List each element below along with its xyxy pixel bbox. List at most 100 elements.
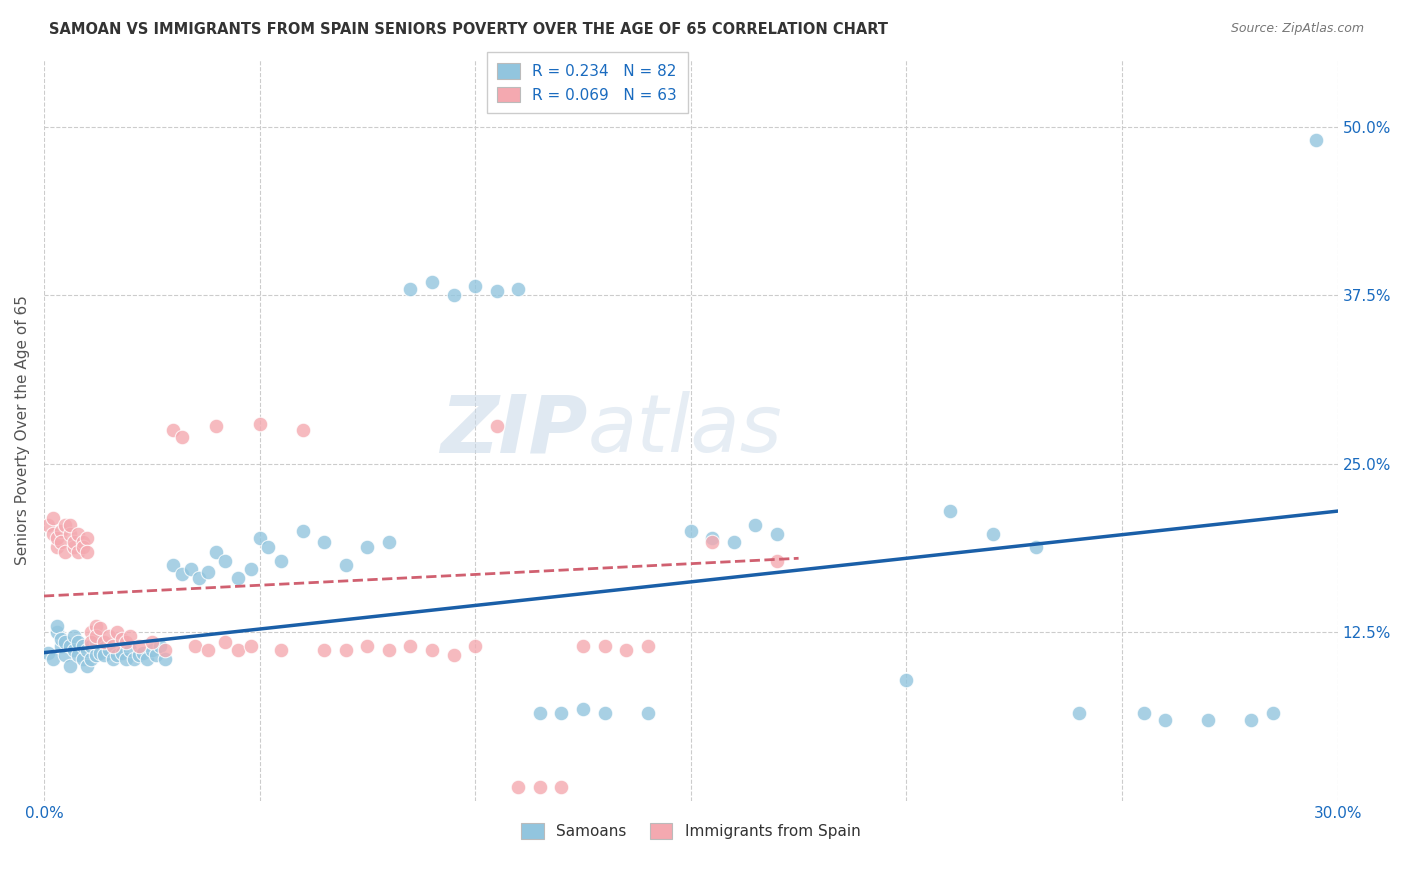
Point bbox=[1067, 706, 1090, 721]
Point bbox=[45, 625, 67, 640]
Point bbox=[63, 535, 86, 549]
Point bbox=[80, 625, 103, 640]
Point bbox=[55, 635, 77, 649]
Point bbox=[45, 541, 67, 555]
Point bbox=[59, 659, 82, 673]
Point bbox=[485, 419, 508, 434]
Point bbox=[128, 648, 150, 663]
Point bbox=[896, 673, 918, 687]
Point bbox=[356, 541, 378, 555]
Point bbox=[508, 780, 530, 795]
Point bbox=[37, 646, 59, 660]
Point bbox=[93, 635, 115, 649]
Point bbox=[89, 621, 111, 635]
Point bbox=[226, 643, 249, 657]
Point bbox=[55, 517, 77, 532]
Point bbox=[162, 423, 184, 437]
Point bbox=[67, 527, 90, 541]
Point bbox=[1132, 706, 1154, 721]
Point bbox=[84, 630, 107, 644]
Point bbox=[141, 643, 163, 657]
Point bbox=[97, 643, 120, 657]
Point bbox=[1240, 713, 1263, 727]
Point bbox=[114, 635, 136, 649]
Point bbox=[464, 639, 486, 653]
Text: Source: ZipAtlas.com: Source: ZipAtlas.com bbox=[1230, 22, 1364, 36]
Point bbox=[378, 643, 401, 657]
Point bbox=[49, 632, 72, 647]
Point bbox=[180, 562, 202, 576]
Point bbox=[550, 780, 572, 795]
Point bbox=[249, 531, 271, 545]
Point bbox=[420, 643, 443, 657]
Point bbox=[149, 639, 172, 653]
Point bbox=[378, 535, 401, 549]
Point bbox=[41, 652, 63, 666]
Point bbox=[443, 648, 465, 663]
Point bbox=[335, 558, 357, 572]
Point bbox=[72, 652, 94, 666]
Point bbox=[637, 706, 659, 721]
Point bbox=[120, 630, 142, 644]
Point bbox=[356, 639, 378, 653]
Point bbox=[136, 652, 159, 666]
Point bbox=[153, 652, 176, 666]
Point bbox=[55, 544, 77, 558]
Point bbox=[59, 517, 82, 532]
Point bbox=[723, 535, 745, 549]
Point bbox=[938, 504, 960, 518]
Point bbox=[593, 639, 616, 653]
Point bbox=[93, 648, 115, 663]
Point bbox=[67, 544, 90, 558]
Point bbox=[239, 562, 262, 576]
Text: atlas: atlas bbox=[588, 392, 782, 469]
Point bbox=[49, 639, 72, 653]
Point bbox=[120, 643, 142, 657]
Point bbox=[124, 652, 146, 666]
Point bbox=[80, 639, 103, 653]
Point bbox=[529, 780, 551, 795]
Point bbox=[214, 635, 236, 649]
Point bbox=[1305, 133, 1327, 147]
Point bbox=[63, 630, 86, 644]
Point bbox=[614, 643, 637, 657]
Point bbox=[679, 524, 702, 539]
Point bbox=[205, 544, 228, 558]
Point bbox=[184, 639, 207, 653]
Point bbox=[593, 706, 616, 721]
Point bbox=[550, 706, 572, 721]
Point bbox=[80, 635, 103, 649]
Point bbox=[170, 567, 193, 582]
Point bbox=[291, 524, 314, 539]
Point bbox=[101, 652, 124, 666]
Point bbox=[114, 652, 136, 666]
Point bbox=[63, 541, 86, 555]
Point bbox=[464, 279, 486, 293]
Point bbox=[1154, 713, 1177, 727]
Point bbox=[170, 430, 193, 444]
Point bbox=[45, 618, 67, 632]
Point bbox=[214, 554, 236, 568]
Point bbox=[981, 527, 1004, 541]
Point bbox=[702, 531, 724, 545]
Point bbox=[153, 643, 176, 657]
Point bbox=[84, 618, 107, 632]
Point bbox=[72, 541, 94, 555]
Point bbox=[702, 535, 724, 549]
Point bbox=[49, 524, 72, 539]
Point bbox=[399, 639, 422, 653]
Point bbox=[420, 275, 443, 289]
Point bbox=[110, 646, 132, 660]
Point bbox=[529, 706, 551, 721]
Point bbox=[270, 554, 292, 568]
Point bbox=[1025, 541, 1047, 555]
Point bbox=[97, 630, 120, 644]
Point bbox=[41, 527, 63, 541]
Point bbox=[76, 659, 98, 673]
Point bbox=[72, 535, 94, 549]
Text: ZIP: ZIP bbox=[440, 392, 588, 469]
Point bbox=[128, 639, 150, 653]
Point bbox=[188, 572, 211, 586]
Point bbox=[84, 648, 107, 663]
Point bbox=[67, 648, 90, 663]
